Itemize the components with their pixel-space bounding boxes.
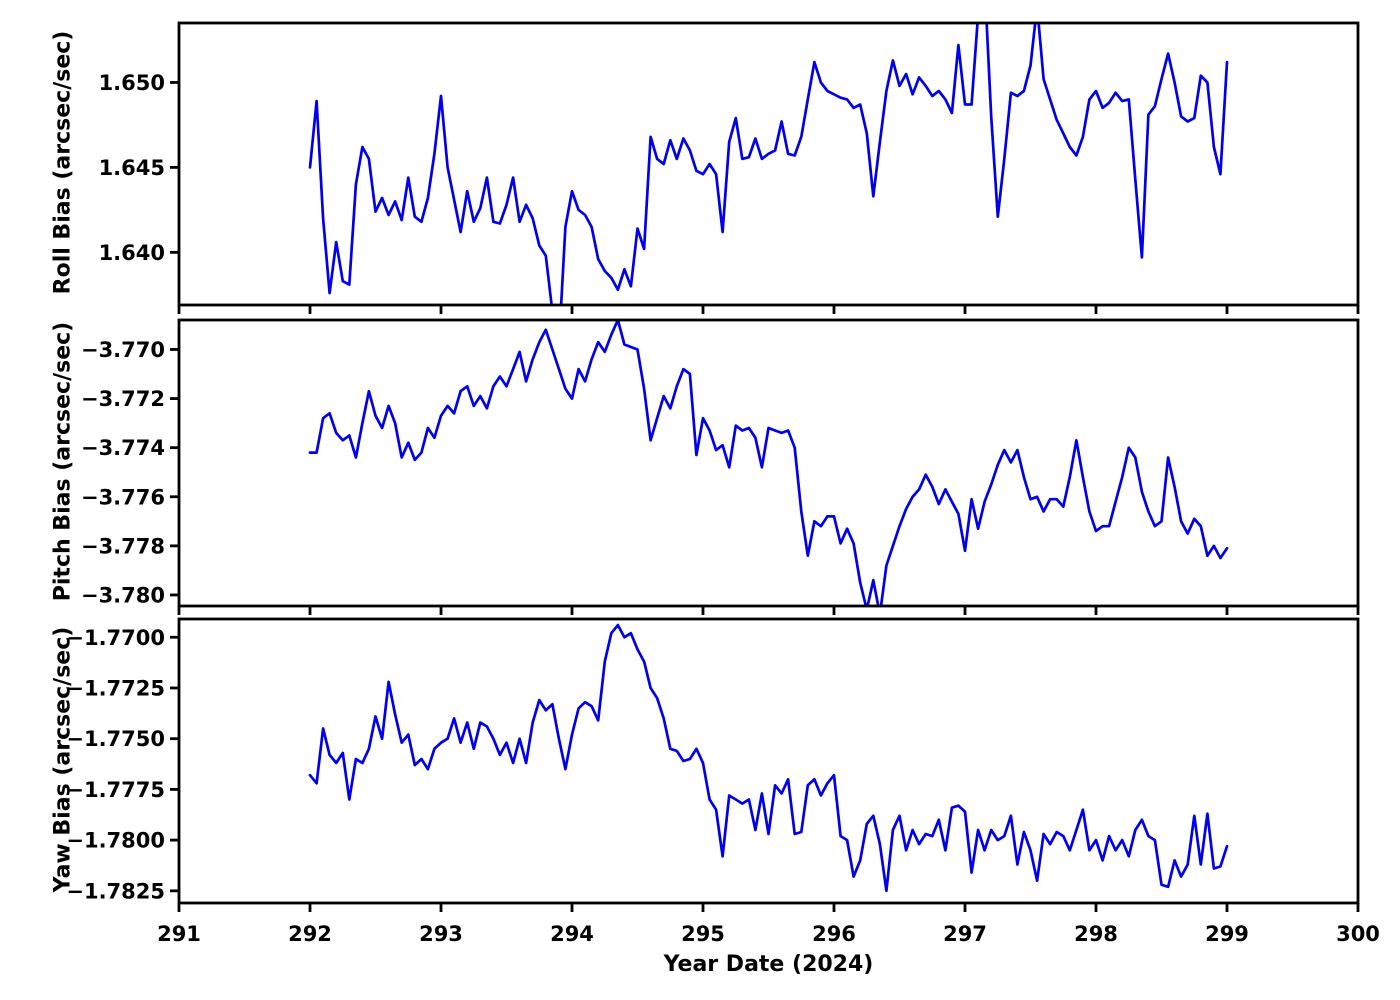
roll-plot-area [308, 23, 1229, 305]
x-tick-label: 292 [288, 922, 332, 946]
x-axis-label: Year Date (2024) [663, 952, 874, 977]
pitch-frame [177, 318, 1360, 608]
x-tick-label: 295 [681, 922, 725, 946]
pitch-y-tick-label: −3.778 [81, 534, 165, 558]
yaw-plot-area [308, 623, 1229, 893]
x-tick-label: 299 [1205, 922, 1249, 946]
roll-y-tick-label: 1.650 [99, 71, 165, 95]
roll-y-tick-label: 1.645 [99, 156, 165, 180]
x-tick-label: 291 [157, 922, 201, 946]
x-tick-label: 300 [1336, 922, 1380, 946]
yaw-y-tick-label: −1.7775 [66, 778, 165, 802]
roll-frame [177, 21, 1360, 307]
x-tick-label: 297 [943, 922, 987, 946]
x-tick-label: 296 [812, 922, 856, 946]
yaw-y-tick-label: −1.7700 [66, 626, 165, 650]
yaw-y-tick-label: −1.7725 [66, 676, 165, 700]
pitch-plot-area [308, 320, 1229, 606]
pitch-y-tick-label: −3.780 [81, 583, 165, 607]
yaw-y-tick-label: −1.7750 [66, 727, 165, 751]
roll-series-line [308, 23, 1229, 305]
pitch-y-tick-label: −3.772 [81, 387, 165, 411]
x-tick-label: 298 [1074, 922, 1118, 946]
yaw-series-line [308, 623, 1229, 893]
x-tick-label: 294 [550, 922, 594, 946]
pitch-series-line [308, 320, 1229, 606]
roll-y-tick-label: 1.640 [99, 241, 165, 265]
yaw-frame [177, 617, 1360, 905]
yaw-y-axis-label: Yaw Bias (arcsec/sec) [50, 626, 76, 893]
pitch-y-tick-label: −3.774 [81, 436, 165, 460]
yaw-y-tick-label: −1.7825 [66, 879, 165, 903]
pitch-y-tick-label: −3.770 [81, 338, 165, 362]
x-tick-label: 293 [419, 922, 463, 946]
yaw-y-tick-label: −1.7800 [66, 829, 165, 853]
pitch-y-tick-label: −3.776 [81, 485, 165, 509]
